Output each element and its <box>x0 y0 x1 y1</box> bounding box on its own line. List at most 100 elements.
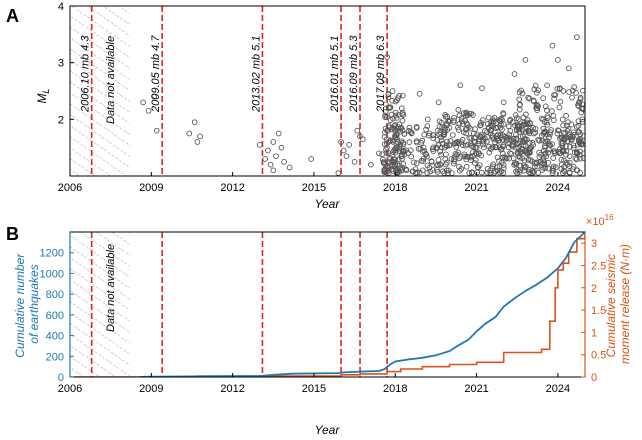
scatter-point <box>505 134 511 141</box>
scatter-point <box>542 103 549 110</box>
scatter-point <box>340 147 347 154</box>
series-line-moment <box>70 232 585 377</box>
scatter-point <box>499 116 505 123</box>
scatter-point <box>507 128 514 134</box>
scatter-point <box>270 167 277 174</box>
scatter-point <box>580 155 585 161</box>
y-tick-label-b-left: 400 <box>46 331 64 343</box>
x-tick-label-b: 2015 <box>302 383 326 395</box>
scatter-point <box>544 113 551 119</box>
scatter-point <box>525 157 532 163</box>
scatter-point <box>411 159 417 166</box>
x-tick-label-b: 2006 <box>58 383 82 395</box>
scatter-point <box>573 167 580 174</box>
scatter-point <box>520 114 527 121</box>
scatter-point <box>573 90 579 96</box>
scatter-point <box>438 144 445 151</box>
scatter-point <box>497 115 504 122</box>
scatter-point <box>140 99 147 106</box>
scatter-point <box>395 139 401 145</box>
event-label: 2006.10 mb 4.3 <box>80 35 92 113</box>
scatter-point <box>468 169 475 176</box>
scatter-point <box>389 162 396 169</box>
x-ticks-a: 2006 2009 2012 2015 2018 2021 2024 <box>58 172 570 194</box>
scatter-point <box>579 106 585 113</box>
scatter-point <box>407 147 414 154</box>
scatter-point <box>489 144 496 151</box>
scatter-point <box>531 98 537 105</box>
scatter-point <box>445 167 452 174</box>
scatter-point <box>524 121 531 127</box>
scatter-point <box>549 42 556 49</box>
scatter-point <box>399 92 406 99</box>
scatter-point <box>354 127 361 134</box>
scatter-point <box>385 94 392 101</box>
scatter-point <box>506 131 513 138</box>
x-tick-label-b: 2009 <box>139 383 163 395</box>
scatter-point <box>487 167 494 174</box>
x-tick-label-b: 2021 <box>464 383 488 395</box>
scatter-point <box>550 165 556 172</box>
scatter-point <box>535 103 541 110</box>
scatter-point <box>521 164 528 171</box>
scatter-point <box>500 110 507 116</box>
scatter-point <box>489 116 496 123</box>
scatter-point <box>450 132 456 138</box>
scatter-point <box>385 149 392 156</box>
scatter-point <box>391 147 398 153</box>
scatter-point <box>518 146 525 152</box>
scatter-point <box>467 153 473 160</box>
scatter-point <box>536 137 543 144</box>
scatter-point <box>430 132 437 138</box>
scatter-point <box>526 145 533 152</box>
scatter-point <box>575 103 582 109</box>
y-ticks-b-left: 0 200 400 600 800 1000 1200 <box>40 232 74 384</box>
scatter-point <box>539 137 546 144</box>
scatter-point <box>532 82 539 89</box>
scatter-point <box>547 142 554 149</box>
scatter-point <box>516 126 523 132</box>
scatter-point <box>382 109 389 115</box>
axes-frame-a <box>69 5 586 177</box>
scatter-point <box>561 157 567 164</box>
scatter-point <box>278 144 285 151</box>
scatter-point <box>534 160 540 167</box>
scatter-point <box>488 123 495 129</box>
scatter-point <box>416 90 423 97</box>
scatter-point <box>381 159 388 166</box>
scatter-point <box>262 156 269 162</box>
scatter-point <box>566 89 572 95</box>
scatter-point <box>506 117 513 124</box>
scatter-point <box>381 134 388 140</box>
scatter-point <box>399 167 406 173</box>
scatter-point <box>474 169 480 176</box>
scatter-point <box>437 162 443 168</box>
panel-b-cumulative: Data not available 2006 2009 2012 2015 2018 2… <box>13 213 632 437</box>
scatter-point <box>505 123 512 130</box>
scatter-point <box>513 136 519 143</box>
scatter-point <box>580 105 585 112</box>
scatter-point <box>406 139 413 145</box>
scatter-point <box>497 124 504 131</box>
scatter-point <box>453 144 460 150</box>
scatter-point <box>442 161 449 168</box>
no-data-label-a: Data not available <box>105 36 117 124</box>
event-label: 2009.05 mb 4.7 <box>150 35 162 113</box>
scatter-point <box>486 149 493 156</box>
event-label: 2013.02 mb 5.1 <box>250 36 262 113</box>
scatter-point <box>368 161 374 168</box>
scatter-point <box>424 169 431 176</box>
y-axis-label-b-right-line1: Cumulative seismic <box>604 254 618 357</box>
scatter-point <box>446 124 453 131</box>
scatter-point <box>525 127 531 134</box>
scatter-point <box>466 170 473 176</box>
scatter-point <box>455 124 461 131</box>
scatter-point <box>421 148 428 154</box>
scatter-point <box>408 130 415 137</box>
scatter-point <box>441 129 448 136</box>
y-tick-label-b-left: 600 <box>46 310 64 322</box>
scatter-point <box>151 93 157 100</box>
scatter-point <box>484 134 491 140</box>
scatter-point <box>478 169 485 176</box>
scatter-point <box>555 127 561 134</box>
